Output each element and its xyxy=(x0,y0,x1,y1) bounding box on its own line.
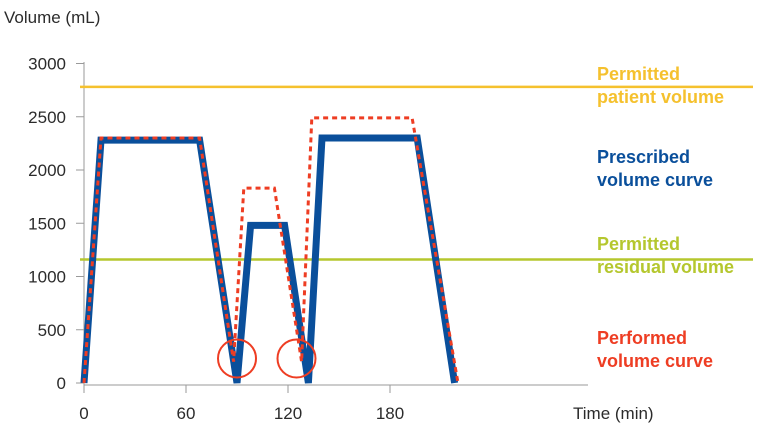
marker-layer xyxy=(217,338,317,379)
legend-text-line: residual volume xyxy=(597,257,734,277)
y-tick-label: 2500 xyxy=(28,108,66,127)
y-axis-ticks: 0 500 1000 1500 2000 2500 3000 xyxy=(28,55,84,393)
series-line-1 xyxy=(80,134,459,384)
legend-text-line: Permitted xyxy=(597,234,680,254)
highlight-circle-1 xyxy=(217,338,257,379)
x-axis-label: Time (min) xyxy=(573,404,654,423)
y-tick-label: 0 xyxy=(57,374,66,393)
highlight-circle-2 xyxy=(276,338,317,379)
y-tick-label: 500 xyxy=(38,321,66,340)
legend-entry-2: Prescribed volume curve xyxy=(597,147,713,190)
x-tick-label: 180 xyxy=(376,404,404,423)
series-line-2 xyxy=(82,116,460,384)
legend-entry-4: Performed volume curve xyxy=(597,328,713,371)
y-tick-label: 1000 xyxy=(28,268,66,287)
y-tick-label: 3000 xyxy=(28,55,66,74)
y-tick-label: 2000 xyxy=(28,161,66,180)
legend-text-line: Performed xyxy=(597,328,687,348)
legend-entry-3: Permitted residual volume xyxy=(597,234,734,277)
legend-entry-1: Permitted patient volume xyxy=(597,64,724,107)
legend: Permitted patient volume Prescribed volume … xyxy=(597,64,734,371)
x-tick-label: 60 xyxy=(177,404,196,423)
legend-text-line: Prescribed xyxy=(597,147,690,167)
legend-text-line: Permitted xyxy=(597,64,680,84)
y-axis-label: Volume (mL) xyxy=(4,8,100,27)
x-tick-label: 0 xyxy=(79,404,88,423)
x-tick-label: 120 xyxy=(274,404,302,423)
reference-lines xyxy=(80,85,753,261)
legend-text-line: volume curve xyxy=(597,170,713,190)
legend-text-line: patient volume xyxy=(597,87,724,107)
y-tick-label: 1500 xyxy=(28,214,66,233)
legend-text-line: volume curve xyxy=(597,351,713,371)
series-layer xyxy=(80,116,460,384)
x-axis-ticks: 0 60 120 180 xyxy=(79,385,404,423)
